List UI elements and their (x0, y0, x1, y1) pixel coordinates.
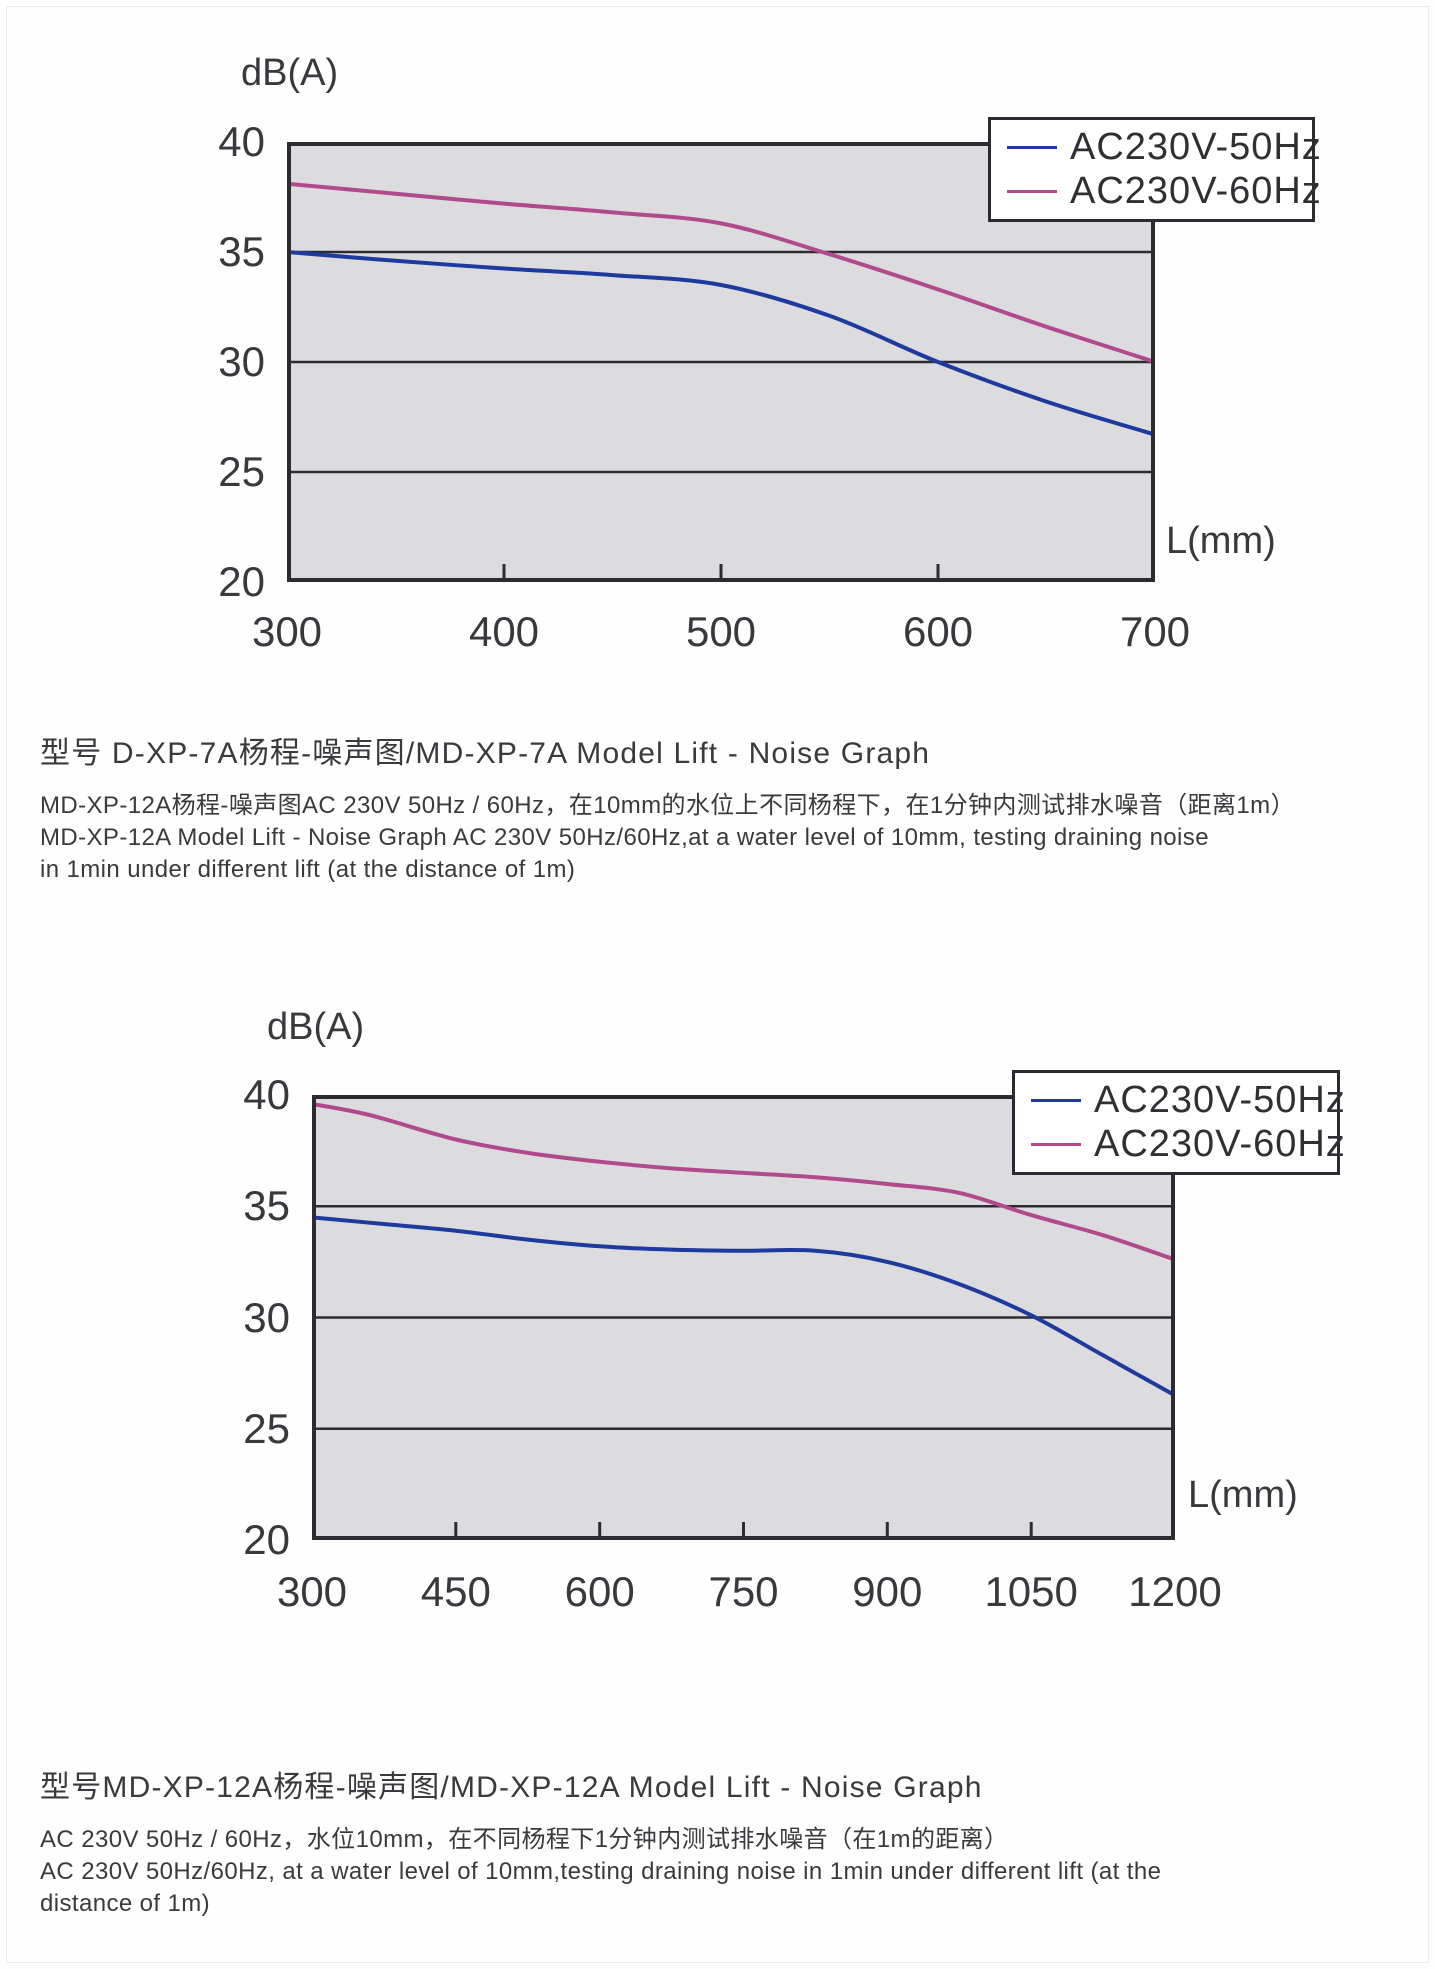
y-tick-label: 40 (218, 118, 265, 165)
chart1-caption-text: MD-XP-12A杨程-噪声图AC 230V 50Hz / 60Hz，在10mm… (40, 790, 1295, 886)
chart2-caption-text: AC 230V 50Hz / 60Hz，水位10mm，在不同杨程下1分钟内测试排… (40, 1824, 1161, 1920)
y-tick-label: 35 (243, 1182, 290, 1230)
x-tick-label: 600 (564, 1568, 635, 1615)
x-tick-label: 1200 (1128, 1568, 1222, 1615)
y-tick-label: 30 (218, 338, 265, 385)
caption-line: distance of 1m) (40, 1890, 211, 1917)
caption-line: MD-XP-12A Model Lift - Noise Graph AC 23… (40, 824, 1209, 851)
y-tick-label: 20 (243, 1516, 290, 1563)
legend: AC230V-50Hz AC230V-60Hz (988, 117, 1321, 222)
x-tick-label: 600 (902, 608, 974, 655)
legend-item-50hz: AC230V-50Hz (1031, 1079, 1345, 1122)
legend-label-50hz: AC230V-50Hz (1094, 1078, 1346, 1121)
caption-line: AC 230V 50Hz/60Hz, at a water level of 1… (40, 1858, 1162, 1885)
caption-line: MD-XP-12A杨程-噪声图AC 230V 50Hz / 60Hz，在10mm… (40, 792, 1295, 819)
y-axis-title: dB(A) (241, 52, 339, 94)
caption-line: AC 230V 50Hz / 60Hz，水位10mm，在不同杨程下1分钟内测试排… (40, 1826, 1009, 1853)
y-tick-label: 20 (218, 558, 265, 605)
legend-label-60hz: AC230V-60Hz (1070, 170, 1322, 213)
chart2-caption-title: 型号MD-XP-12A杨程-噪声图/MD-XP-12A Model Lift -… (40, 1771, 983, 1804)
x-tick-label: 750 (708, 1568, 779, 1615)
legend-item-50hz: AC230V-50Hz (1007, 126, 1321, 169)
x-tick-label: 300 (276, 1568, 348, 1615)
legend: AC230V-50Hz AC230V-60Hz (1012, 1070, 1345, 1175)
x-tick-label: 900 (852, 1568, 923, 1615)
x-axis-title: L(mm) (1188, 1474, 1298, 1516)
x-tick-label: 400 (468, 608, 540, 655)
legend-item-60hz: AC230V-60Hz (1031, 1123, 1345, 1166)
legend-line-50hz-icon (1031, 1098, 1081, 1102)
legend-line-60hz-icon (1031, 1143, 1081, 1147)
x-tick-label: 700 (1119, 608, 1191, 655)
y-tick-label: 35 (218, 228, 265, 275)
legend-label-50hz: AC230V-50Hz (1070, 125, 1322, 168)
y-tick-label: 30 (243, 1293, 290, 1341)
x-axis-title: L(mm) (1166, 520, 1276, 562)
chart1-caption-title: 型号 D-XP-7A杨程-噪声图/MD-XP-7A Model Lift - N… (40, 737, 931, 770)
x-tick-label: 300 (251, 608, 323, 655)
legend-line-60hz-icon (1007, 190, 1057, 194)
legend-item-60hz: AC230V-60Hz (1007, 170, 1321, 213)
y-tick-label: 40 (243, 1071, 290, 1118)
legend-line-50hz-icon (1007, 145, 1057, 149)
y-axis-title: dB(A) (267, 1006, 365, 1048)
y-tick-label: 25 (218, 448, 265, 495)
x-tick-label: 1050 (984, 1568, 1078, 1615)
x-tick-label: 450 (420, 1568, 491, 1615)
legend-label-60hz: AC230V-60Hz (1094, 1123, 1346, 1166)
y-tick-label: 25 (243, 1404, 290, 1452)
plot-area (312, 1095, 1175, 1540)
x-tick-label: 500 (685, 608, 757, 655)
caption-line: in 1min under different lift (at the dis… (40, 856, 576, 883)
